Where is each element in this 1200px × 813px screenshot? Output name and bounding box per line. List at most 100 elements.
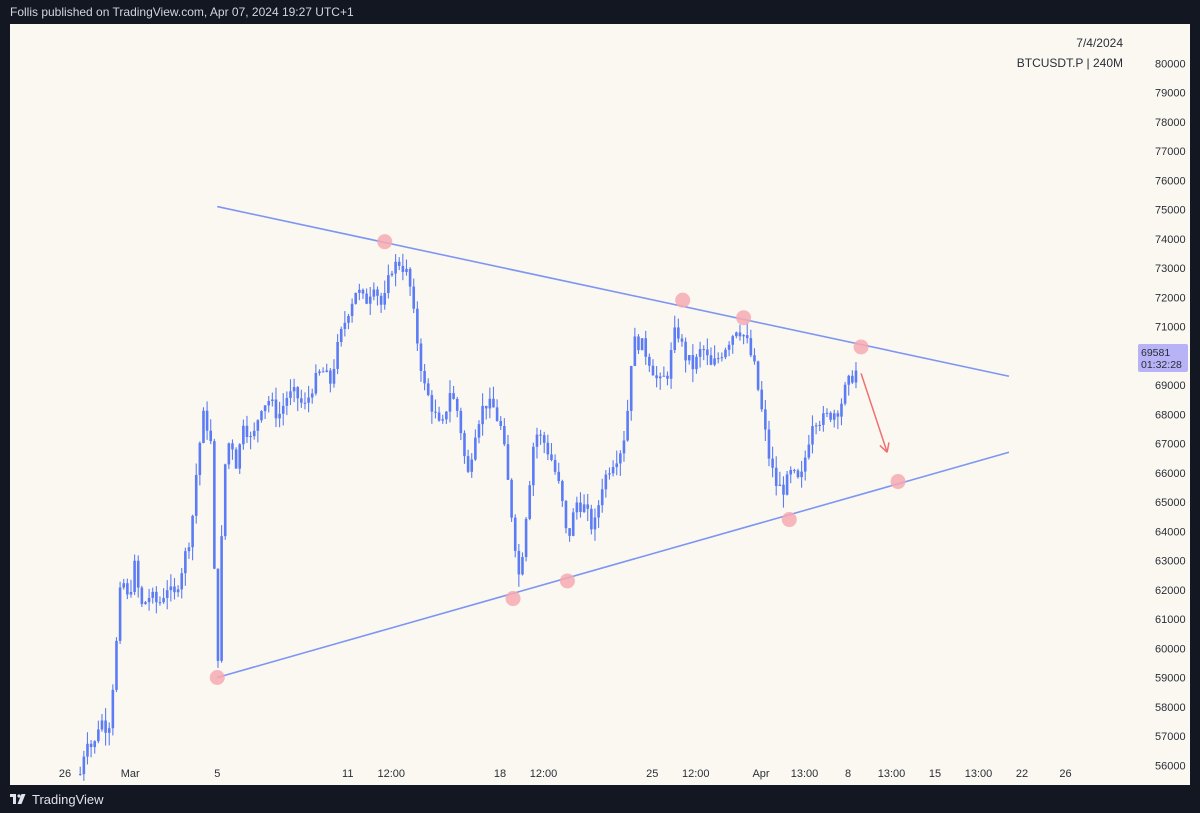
candle-body <box>760 389 764 410</box>
candle-body <box>742 335 745 337</box>
candle-body <box>706 349 709 356</box>
candle-body <box>673 327 677 351</box>
pivot-marker <box>209 670 225 685</box>
price-tick-label: 57000 <box>1155 731 1186 743</box>
candle-body <box>470 459 474 472</box>
candle-body <box>600 489 604 506</box>
candle-body <box>789 470 793 475</box>
price-tick-label: 76000 <box>1155 175 1186 187</box>
candle-body <box>223 464 227 537</box>
candle-body <box>658 376 662 379</box>
candle-body <box>252 430 256 437</box>
candle-body <box>822 413 825 425</box>
candle-body <box>412 286 416 309</box>
candle-body <box>205 410 209 431</box>
candle-body <box>271 399 274 401</box>
candle-body <box>329 370 332 384</box>
candle-body <box>278 413 281 419</box>
symbol-interval: BTCUSDT.P | 240M <box>1017 56 1123 70</box>
candle-body <box>542 435 546 443</box>
chart-panel[interactable]: 80000 79000 78000 77000 76000 75000 74000 73000… <box>10 24 1190 785</box>
candle-body <box>579 502 582 512</box>
candle-body <box>774 467 778 486</box>
price-tick-label: 73000 <box>1155 263 1186 275</box>
candle-body <box>97 729 100 742</box>
pivot-marker <box>853 339 869 355</box>
candle-body <box>336 341 339 369</box>
candle-body <box>564 500 568 529</box>
candle-body <box>343 322 347 329</box>
candle-body <box>793 470 796 472</box>
price-tick-label: 77000 <box>1155 146 1186 158</box>
candle-body <box>300 398 303 403</box>
candle-body <box>379 295 383 305</box>
candle-body <box>488 398 492 409</box>
chart-date: 7/4/2024 <box>1076 36 1123 50</box>
candle-body <box>419 343 423 372</box>
footer-bar: TradingView <box>0 785 1200 813</box>
pivot-markers-layer <box>209 234 906 685</box>
candle-body <box>608 473 611 475</box>
candle-body <box>314 372 318 394</box>
candle-body <box>474 437 477 460</box>
footer-brand: TradingView <box>32 791 104 807</box>
time-tick-label: 5 <box>214 768 220 780</box>
candle-body <box>492 398 495 408</box>
candle-body <box>749 338 753 356</box>
candle-body <box>803 457 807 472</box>
candle-body <box>829 412 832 420</box>
candle-body <box>408 268 412 287</box>
price-chart[interactable]: 80000 79000 78000 77000 76000 75000 74000 73000… <box>10 24 1190 785</box>
candle-body <box>756 361 760 390</box>
candle-body <box>321 371 325 373</box>
candle-body <box>807 444 811 458</box>
candle-body <box>745 335 749 339</box>
pivot-marker <box>505 591 521 607</box>
candle-body <box>847 375 851 385</box>
candle-body <box>611 467 615 474</box>
candle-body <box>517 550 521 575</box>
candle-body <box>669 350 673 379</box>
candle-body <box>452 393 455 399</box>
candle-body <box>129 591 133 595</box>
candle-body <box>202 410 205 443</box>
candle-body <box>147 597 151 603</box>
candle-body <box>568 528 571 536</box>
candle-body <box>524 518 528 558</box>
price-tick-label: 56000 <box>1155 760 1186 772</box>
candle-body <box>445 411 448 420</box>
trendline-upper <box>217 205 1010 378</box>
candle-body <box>231 443 234 450</box>
candle-body <box>720 357 724 359</box>
candle-body <box>851 375 854 383</box>
candle-body <box>455 398 459 411</box>
candle-body <box>448 393 452 412</box>
candle-body <box>648 356 651 366</box>
candle-body <box>633 336 637 366</box>
candle-body <box>184 551 187 574</box>
candle-body <box>318 371 321 373</box>
candle-body <box>702 349 706 351</box>
candle-body <box>416 308 419 344</box>
candle-body <box>289 391 292 398</box>
candle-body <box>481 405 484 425</box>
candle-body <box>292 387 296 392</box>
candle-body <box>644 338 648 357</box>
candle-body <box>510 479 513 518</box>
candle-body <box>629 365 633 411</box>
candle-body <box>836 413 840 417</box>
candle-body <box>521 557 524 575</box>
projection-arrowhead <box>886 442 890 453</box>
candle-body <box>151 591 155 598</box>
time-axis: 26 Mar 5 11 12:00 18 12:00 25 12:00 Apr 13:00 8 13:0… <box>59 768 1072 780</box>
last-price: 69581 <box>1141 347 1170 359</box>
candle-body <box>484 405 488 409</box>
candle-body <box>162 597 165 603</box>
candle-body <box>191 515 194 548</box>
price-tick-label: 69000 <box>1155 380 1186 392</box>
candle-body <box>176 589 180 593</box>
pivot-marker <box>781 512 797 528</box>
candle-body <box>126 583 129 595</box>
candle-body <box>832 413 836 420</box>
price-tick-label: 62000 <box>1155 585 1186 597</box>
